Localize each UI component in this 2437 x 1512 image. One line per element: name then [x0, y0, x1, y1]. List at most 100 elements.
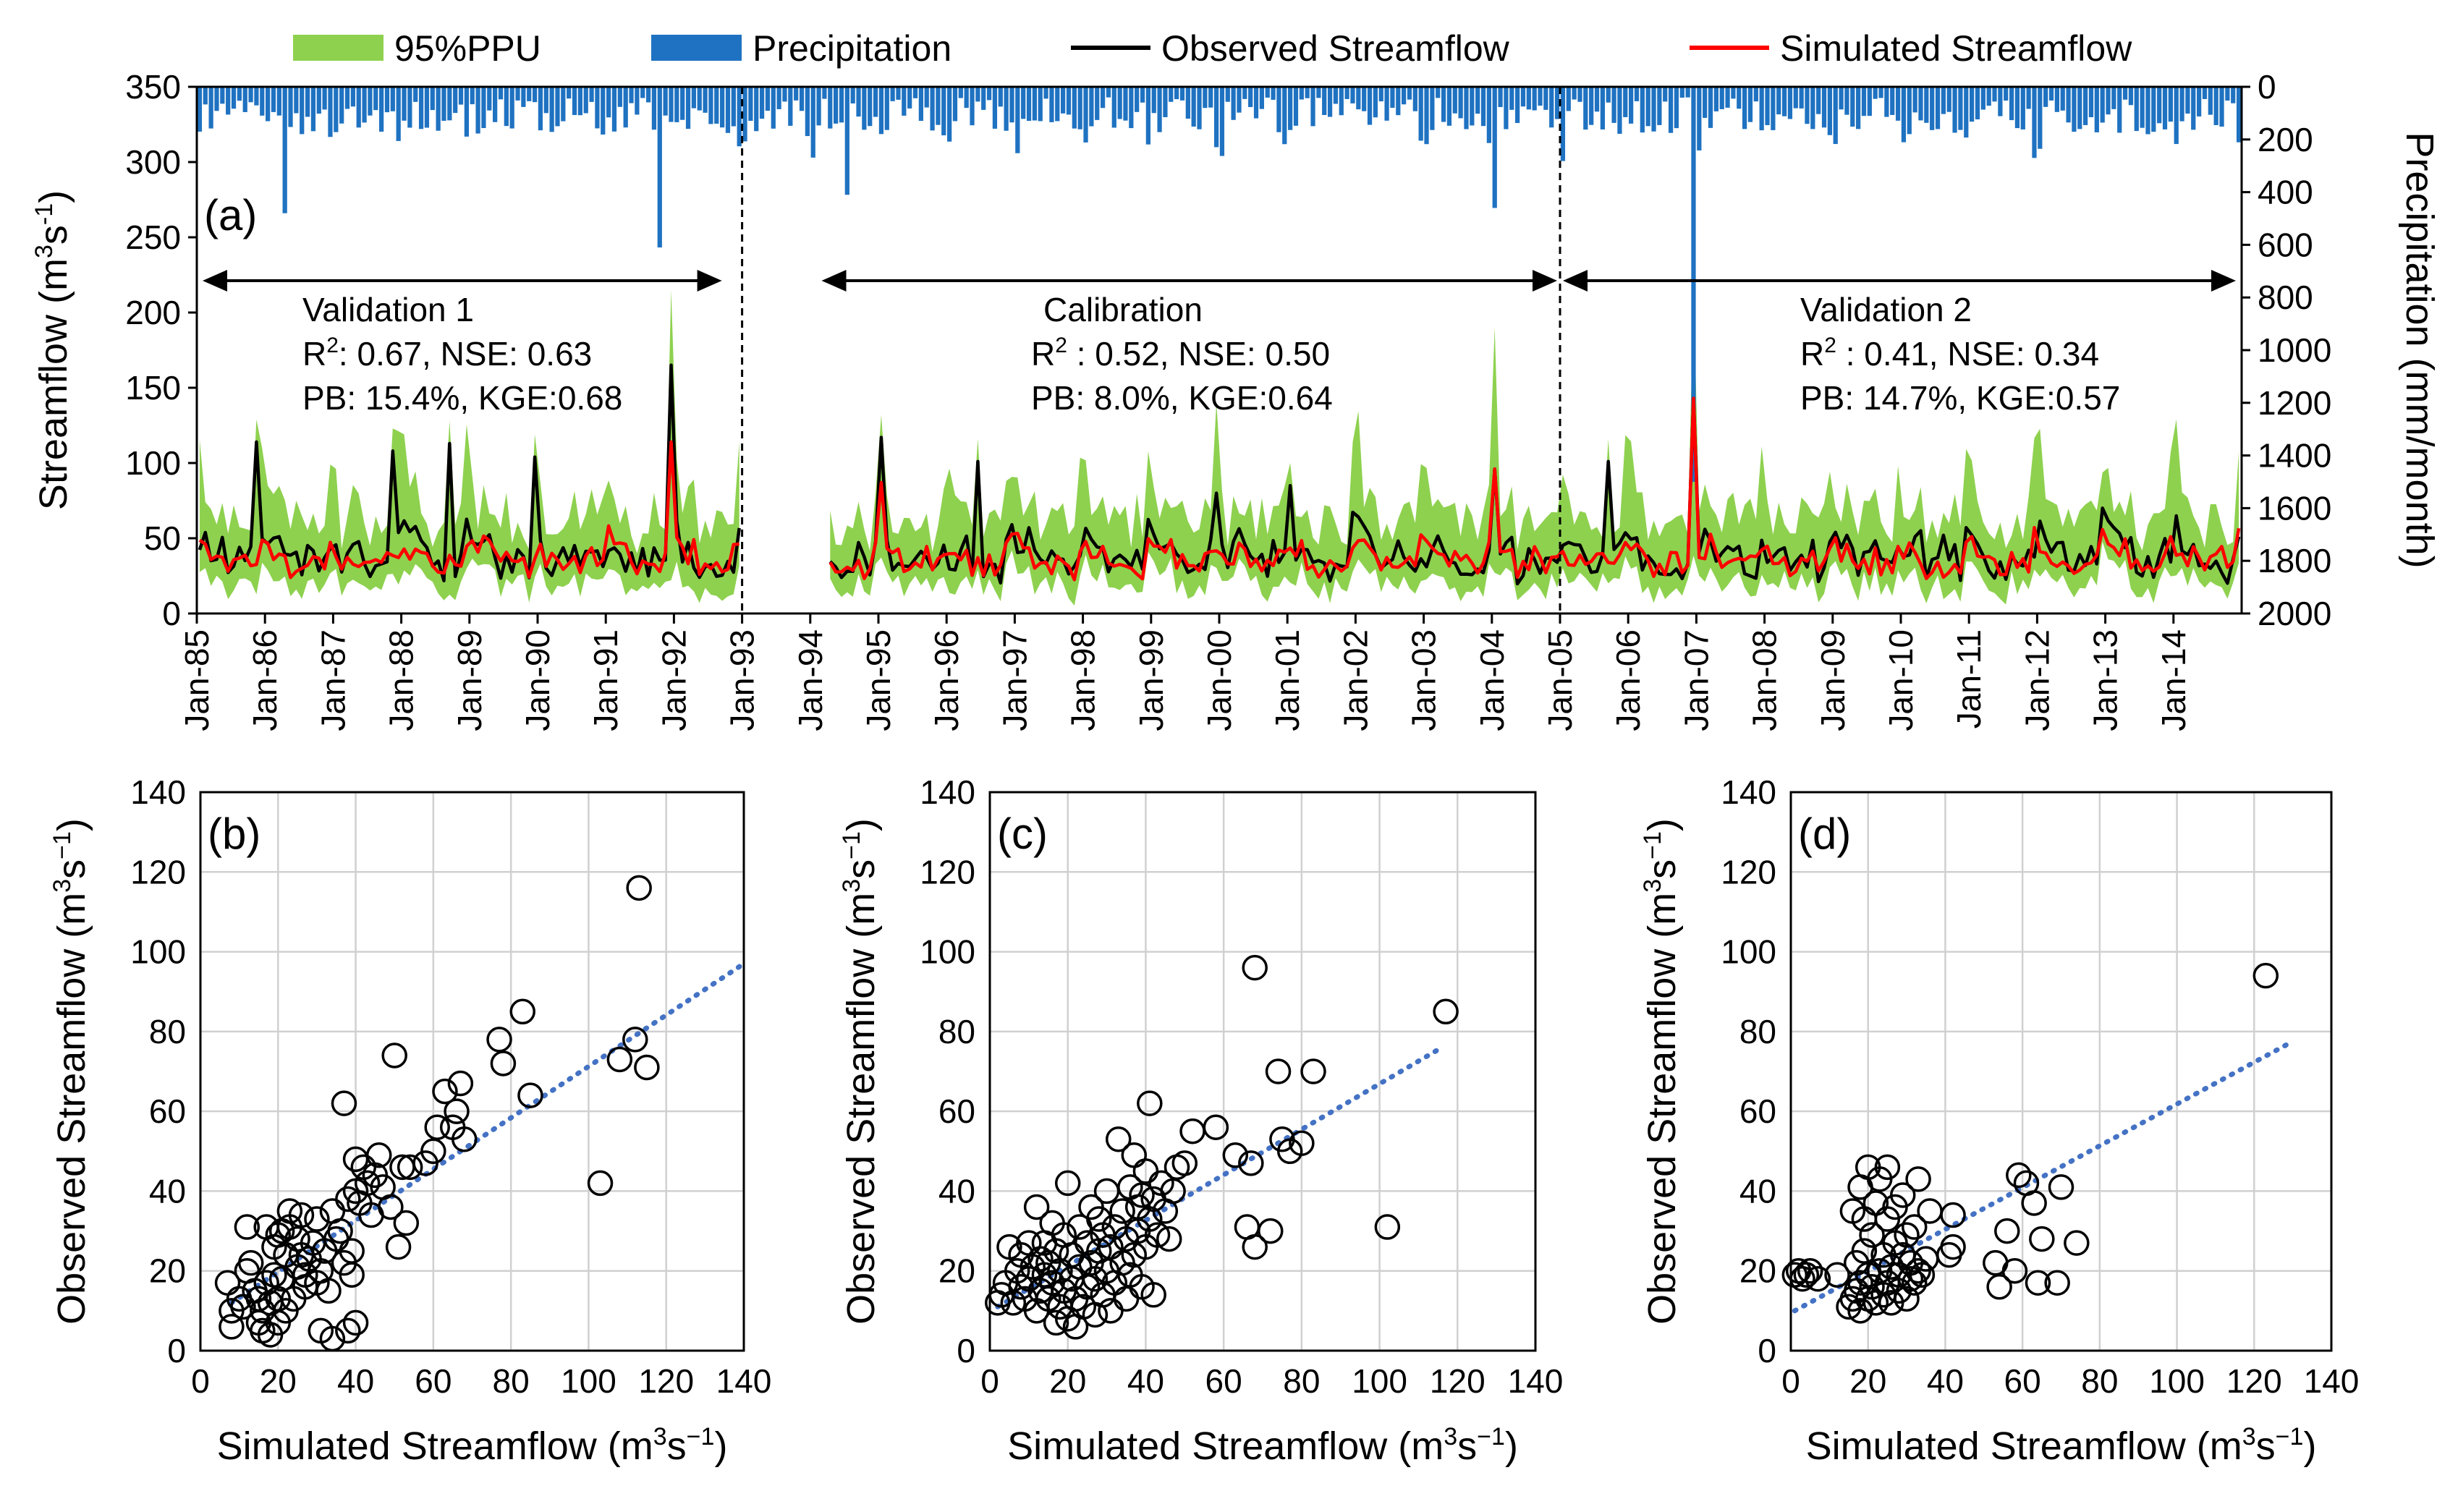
precip-bar: [356, 87, 361, 128]
x-tick-label: 80: [493, 1362, 530, 1400]
x-tick-label: 80: [1283, 1362, 1320, 1400]
panel-b-scatter: 0 20 40 60 80 100 120 140 0 20 40 60 80 100 120 140 (b) S…: [48, 773, 771, 1468]
y-tick-label: 0: [162, 595, 181, 632]
precip-bar: [1901, 87, 1907, 143]
precip-bar: [424, 87, 430, 128]
precip-bar: [2060, 87, 2065, 111]
precip-bar: [1151, 87, 1156, 114]
scatter-point: [420, 1138, 446, 1165]
precip-bar: [1282, 87, 1287, 145]
precip-bar: [1049, 87, 1054, 122]
x-tick-label: 120: [638, 1362, 694, 1400]
precip-bar: [2077, 87, 2082, 129]
precip-bar: [362, 87, 367, 123]
precip-bar: [1095, 87, 1100, 120]
precip-bar: [651, 87, 657, 130]
precip-bar: [1026, 87, 1032, 122]
precip-bar: [1339, 87, 1344, 116]
y2-tick-label: 200: [2258, 121, 2313, 158]
precip-bar: [413, 87, 418, 102]
precip-bar: [1674, 87, 1679, 129]
precip-bar: [2072, 87, 2077, 132]
precip-bar: [379, 87, 384, 132]
precip-bar: [407, 87, 412, 128]
panel-label-a: (a): [204, 191, 257, 239]
precip-bar: [1805, 87, 1810, 124]
precip-bar: [487, 87, 492, 111]
precip-bar: [1407, 87, 1412, 100]
precip-bar: [464, 87, 469, 137]
scatter-point: [1300, 1058, 1326, 1084]
x-axis-label: Simulated Streamflow (m3s−1): [217, 1423, 728, 1468]
x-axis-label-sup: 3: [2242, 1423, 2256, 1451]
ppu-band-segment: [199, 289, 739, 603]
precip-bar: [742, 87, 747, 142]
precip-bar: [1219, 87, 1225, 156]
scatter-point: [1203, 1114, 1229, 1140]
precip-bar: [1066, 87, 1072, 115]
scatter-point: [1258, 1218, 1284, 1244]
x-axis-label-end: ): [1505, 1424, 1518, 1468]
period-stats-line2: PB: 14.7%, KGE:0.57: [1800, 379, 2120, 417]
precip-bar: [674, 87, 679, 122]
y-tick-label: 140: [130, 773, 186, 811]
precip-bar: [339, 87, 344, 124]
precip-bar: [1663, 87, 1668, 102]
scatter-point: [622, 1027, 648, 1053]
precip-bar: [1583, 87, 1588, 130]
scatter-point: [393, 1210, 420, 1236]
precip-bar: [260, 87, 265, 116]
x-tick-label: Jan-08: [1746, 629, 1784, 731]
precip-bar: [1145, 87, 1150, 145]
precip-bar: [1271, 87, 1276, 100]
scatter-point: [1433, 998, 1459, 1025]
precip-bar: [1776, 87, 1781, 115]
precip-bar: [1390, 87, 1395, 109]
precip-bar: [1179, 87, 1185, 101]
scatter-point: [335, 1317, 361, 1344]
panel-a-timeseries: 0 50 100 150 200 250 300 350 0 200 400 600 800 1000 12…: [30, 68, 2437, 731]
precip-bar: [2225, 87, 2230, 101]
precip-bar: [856, 87, 861, 117]
x-tick-label: 120: [1430, 1362, 1485, 1400]
y-axis-label-mid: s: [32, 225, 75, 245]
precip-bar: [1787, 87, 1793, 119]
x-tick-label: Jan-85: [178, 629, 216, 731]
scatter-point: [1222, 1142, 1249, 1168]
y-axis-label-sup2: −1: [838, 831, 865, 859]
precip-bar: [703, 87, 708, 113]
precip-bar: [1856, 87, 1861, 129]
x-tick-label: 40: [1127, 1362, 1164, 1400]
precip-bar: [1163, 87, 1168, 117]
precip-bar: [1918, 87, 1923, 121]
scatter-point: [1054, 1170, 1081, 1197]
precip-bar: [509, 87, 514, 129]
x-tick-label: Jan-10: [1882, 629, 1920, 731]
precip-bar: [288, 87, 293, 127]
precip-bar: [1305, 87, 1310, 98]
precip-bar: [1135, 87, 1140, 112]
precip-bar: [1367, 87, 1373, 125]
precip-bar: [1753, 87, 1758, 102]
y-tick-label: 300: [125, 143, 181, 181]
period-stats-line1: R2 : 0.41, NSE: 0.34: [1800, 334, 2099, 373]
x-tick-label: 20: [260, 1362, 297, 1400]
scatter-point: [1901, 1214, 1928, 1240]
precip-bar: [2009, 87, 2014, 121]
y-axis-label-mid: s: [1640, 859, 1684, 879]
precip-bar: [606, 87, 611, 118]
scatter-point: [1901, 1270, 1928, 1296]
scatter-point: [284, 1226, 310, 1252]
x-tick-label: Jan-94: [792, 629, 829, 731]
precip-bar: [1986, 87, 1991, 106]
precip-bar: [515, 87, 520, 101]
scatter-point: [304, 1206, 330, 1232]
precip-bar: [2236, 87, 2242, 143]
y-axis-label-end: ): [32, 190, 75, 203]
precip-bar: [294, 87, 299, 114]
scatter-point: [1160, 1178, 1186, 1205]
precip-bar: [754, 87, 759, 132]
precip-bar: [305, 87, 310, 117]
scatter-point: [397, 1154, 423, 1181]
x-axis-label: Simulated Streamflow (m3s−1): [1806, 1423, 2317, 1468]
